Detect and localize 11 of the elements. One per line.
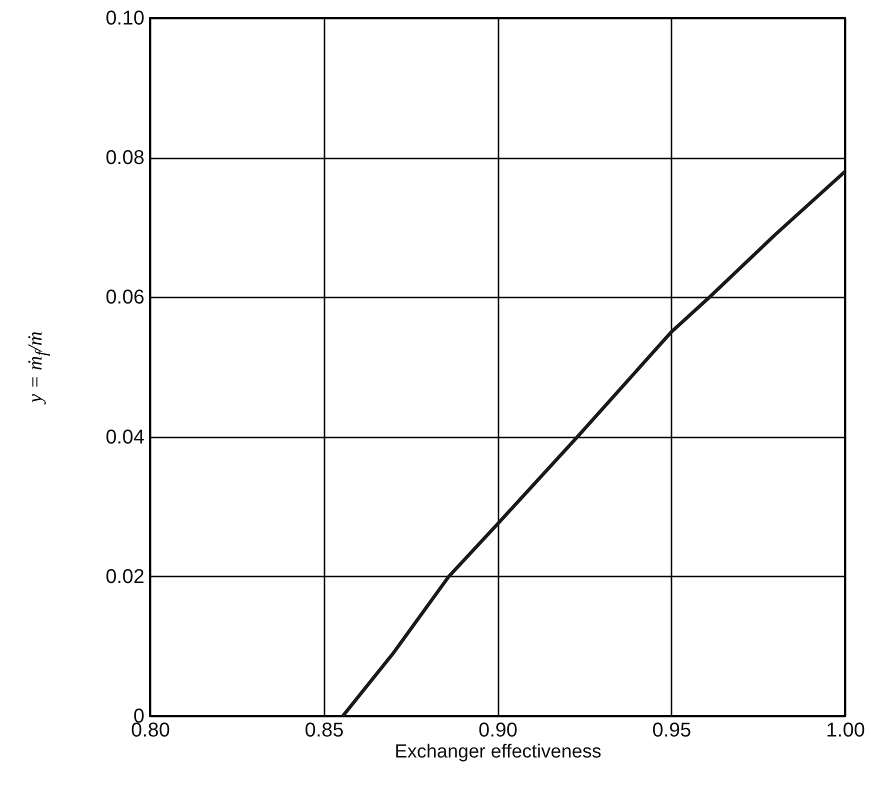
y-tick-label: 0.08: [106, 147, 144, 170]
x-tick-label: 0.90: [478, 720, 518, 742]
x-tick-label: 1.00: [826, 720, 865, 742]
x-tick-label: 0.85: [304, 720, 344, 742]
y-tick-label: 0.06: [106, 286, 144, 309]
y-tick-label: 0.04: [106, 426, 144, 448]
line-series: [341, 170, 845, 716]
x-tick-label: 0.95: [652, 720, 692, 742]
x-axis-title: Exchanger effectiveness: [394, 742, 602, 762]
y-tick-label: 0.10: [106, 8, 144, 30]
y-tick-label: 0.02: [106, 566, 144, 588]
